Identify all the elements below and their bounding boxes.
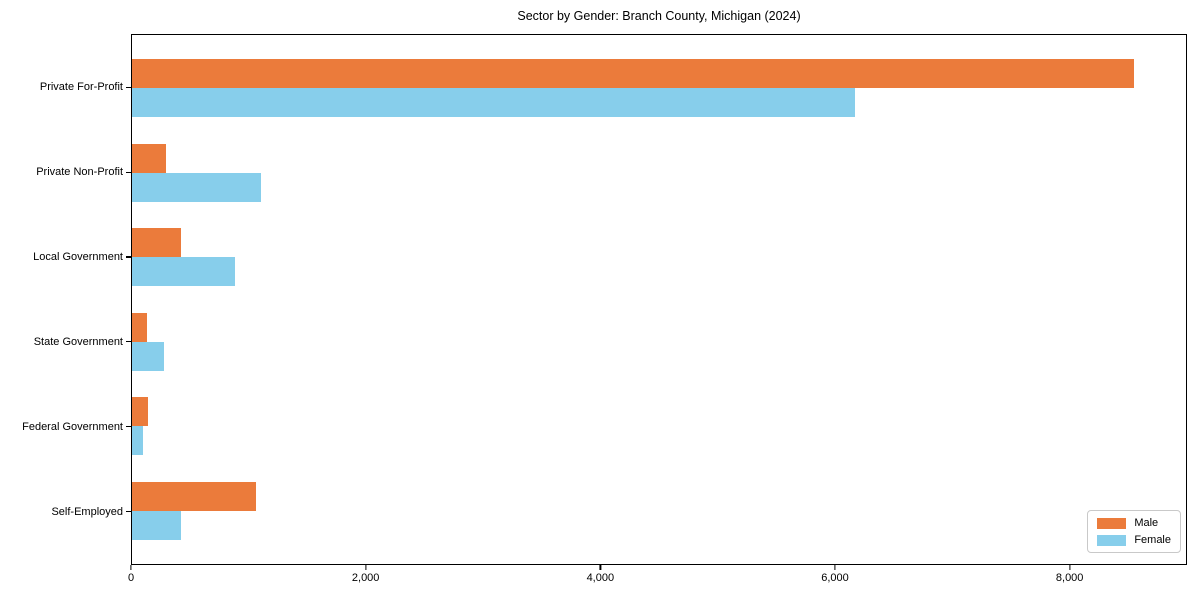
y-tick-mark <box>126 86 131 88</box>
x-tick-label: 4,000 <box>586 572 615 584</box>
bar-group <box>132 469 1186 554</box>
x-tick-mark <box>365 565 367 570</box>
x-tick-label: 2,000 <box>351 572 380 584</box>
bar-male-1 <box>132 59 1135 89</box>
bar-male-2 <box>132 143 166 173</box>
y-tick-row: Private Non-Profit <box>0 130 131 215</box>
x-tick-mark <box>1069 565 1071 570</box>
bar-male-6 <box>132 481 257 511</box>
x-axis: 0 2,000 4,000 6,000 8,000 <box>127 565 1187 595</box>
bar-female-5 <box>132 426 143 456</box>
legend-label-female: Female <box>1134 534 1171 546</box>
bar-female-6 <box>132 510 182 540</box>
bar-female-1 <box>132 88 855 118</box>
y-tick-mark <box>126 341 131 343</box>
x-tick-mark <box>130 565 132 570</box>
bar-group <box>132 46 1186 131</box>
legend-item-female: Female <box>1097 534 1171 546</box>
y-tick-label: Local Government <box>33 251 123 264</box>
bar-group <box>132 384 1186 469</box>
y-tick-mark <box>126 426 131 428</box>
y-tick-label: Private For-Profit <box>39 81 123 94</box>
y-tick-row: Federal Government <box>0 384 131 469</box>
bar-female-3 <box>132 257 236 287</box>
bar-male-5 <box>132 397 149 427</box>
y-tick-row: Local Government <box>0 215 131 300</box>
bar-male-3 <box>132 228 182 258</box>
y-tick-label: State Government <box>33 335 123 348</box>
y-tick-mark <box>126 256 131 258</box>
x-tick-mark <box>834 565 836 570</box>
y-tick-label: Federal Government <box>22 420 123 433</box>
x-tick-label: 8,000 <box>1055 572 1084 584</box>
plot-area: Male Female <box>131 34 1187 565</box>
y-axis: Private For-Profit Private Non-Profit Loca… <box>0 34 131 565</box>
bars-container <box>132 35 1186 564</box>
y-tick-mark <box>126 171 131 173</box>
chart-title: Sector by Gender: Branch County, Michiga… <box>517 9 801 23</box>
legend-swatch-female <box>1097 534 1127 546</box>
bar-female-2 <box>132 172 261 202</box>
y-tick-row: Private For-Profit <box>0 45 131 130</box>
y-tick-mark <box>126 510 131 513</box>
bar-group <box>132 131 1186 216</box>
legend-item-male: Male <box>1097 517 1171 529</box>
x-tick-label: 0 <box>127 572 135 584</box>
y-tick-row: Self-Employed <box>0 469 131 554</box>
y-tick-row: State Government <box>0 299 131 384</box>
bar-group <box>132 215 1186 300</box>
y-tick-label: Private Non-Profit <box>36 166 123 179</box>
bar-female-4 <box>132 341 164 371</box>
y-tick-label: Self-Employed <box>51 505 123 518</box>
bar-male-4 <box>132 312 148 342</box>
x-tick-label: 6,000 <box>821 572 849 584</box>
legend-swatch-male <box>1097 517 1127 529</box>
legend-label-male: Male <box>1134 517 1159 529</box>
legend: Male Female <box>1087 510 1181 553</box>
x-tick-mark <box>599 565 601 570</box>
bar-group <box>132 300 1186 385</box>
